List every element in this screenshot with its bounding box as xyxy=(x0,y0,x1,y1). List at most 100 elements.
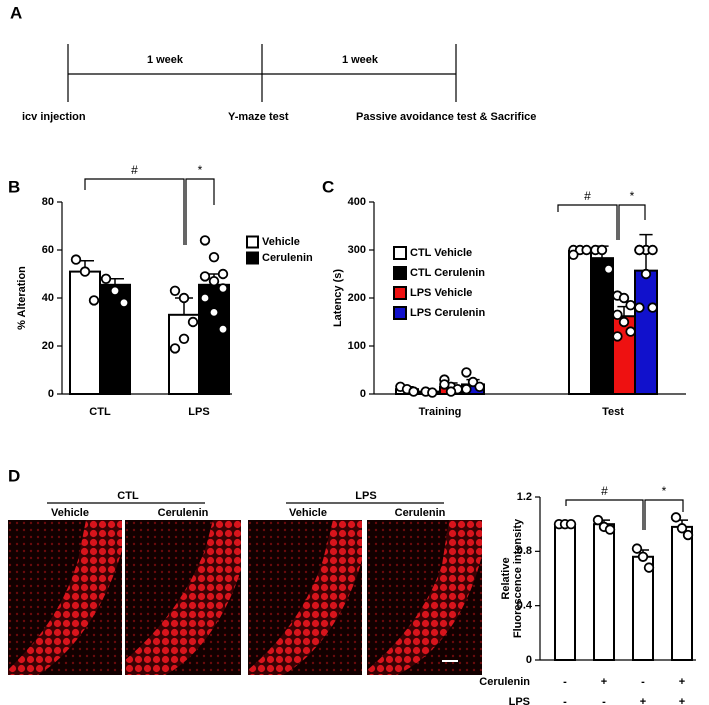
y-axis-label: Latency (s) xyxy=(332,269,344,327)
significance-bracket xyxy=(565,499,644,530)
significance-bracket xyxy=(618,204,646,240)
panel-label: A xyxy=(10,3,22,22)
image-column: Vehicle xyxy=(289,507,327,519)
legend-swatch xyxy=(246,235,259,249)
data-point xyxy=(208,252,220,263)
y-tick-label: 20 xyxy=(42,340,54,352)
data-point xyxy=(670,512,682,523)
legend-swatch xyxy=(393,246,407,260)
image-column: Vehicle xyxy=(51,507,89,519)
legend-label: LPS Cerulenin xyxy=(410,307,485,319)
legend-label: LPS Vehicle xyxy=(410,287,472,299)
significance-bracket xyxy=(557,204,618,240)
micrograph xyxy=(8,520,122,675)
y-tick-label: 400 xyxy=(348,196,366,208)
condition-label: Cerulenin xyxy=(479,676,530,688)
data-point xyxy=(631,543,643,554)
data-point xyxy=(109,285,121,297)
micrograph xyxy=(248,520,362,675)
legend-swatch xyxy=(393,306,407,320)
event-label: Y-maze test xyxy=(228,111,289,123)
event-label: icv injection xyxy=(22,111,86,123)
significance-mark: * xyxy=(662,484,667,498)
timeline: 1 week 1 week icv injection Y-maze test … xyxy=(22,44,536,123)
data-point xyxy=(169,285,181,297)
data-point xyxy=(187,316,199,328)
data-point xyxy=(676,523,688,534)
data-point xyxy=(408,386,419,397)
image-group: CTL xyxy=(117,490,139,502)
data-point xyxy=(634,244,645,256)
micrograph xyxy=(367,520,482,675)
significance-mark: # xyxy=(131,163,138,177)
condition-value: - xyxy=(641,676,645,688)
data-point xyxy=(612,309,623,321)
panel-label: D xyxy=(8,466,20,485)
y-tick-label: 80 xyxy=(42,196,54,208)
panel-label: C xyxy=(322,177,334,196)
data-point xyxy=(603,264,614,275)
image-group: LPS xyxy=(355,490,376,502)
data-point xyxy=(625,300,636,311)
data-point xyxy=(637,551,649,562)
bar xyxy=(671,525,693,662)
data-point xyxy=(461,384,472,395)
data-point xyxy=(88,295,100,306)
y-axis-label: Fluorescence intensity xyxy=(512,518,524,638)
bar xyxy=(590,257,614,395)
data-point xyxy=(647,244,658,256)
micrograph xyxy=(125,520,241,675)
condition-value: + xyxy=(679,676,685,688)
data-point xyxy=(79,266,91,277)
data-point xyxy=(217,324,229,335)
y-axis-label: % Alteration xyxy=(16,266,28,330)
legend-label: CTL Vehicle xyxy=(410,247,472,259)
data-point xyxy=(461,367,472,378)
significance-mark: # xyxy=(584,189,591,203)
image-column: Cerulenin xyxy=(158,507,209,519)
data-point xyxy=(604,524,616,535)
y-tick-label: 300 xyxy=(348,244,366,256)
legend-swatch xyxy=(393,266,407,280)
bar xyxy=(554,523,576,662)
data-point xyxy=(634,302,645,313)
bar xyxy=(634,269,658,396)
x-tick-label: LPS xyxy=(188,406,209,418)
significance-bracket xyxy=(84,178,185,245)
x-tick-label: CTL xyxy=(89,406,111,418)
data-point xyxy=(427,387,438,398)
condition-value: + xyxy=(640,696,646,705)
data-point xyxy=(70,254,82,265)
x-tick-label: Training xyxy=(419,406,462,418)
legend-label: Cerulenin xyxy=(262,252,313,264)
bar xyxy=(69,270,101,396)
data-point xyxy=(625,326,636,337)
data-point xyxy=(208,276,220,287)
y-tick-label: 1.2 xyxy=(517,491,532,503)
y-tick-label: 0 xyxy=(526,654,532,666)
data-point xyxy=(568,249,579,261)
condition-value: + xyxy=(679,696,685,705)
data-point xyxy=(169,343,181,354)
significance-mark: # xyxy=(601,484,608,498)
significance-mark: * xyxy=(630,189,635,203)
data-point xyxy=(199,235,211,246)
data-point xyxy=(217,283,229,294)
y-tick-label: 40 xyxy=(42,292,54,304)
panel-label: B xyxy=(8,177,20,196)
condition-value: - xyxy=(563,676,567,688)
condition-value: - xyxy=(602,696,606,705)
significance-bracket xyxy=(644,499,684,530)
y-tick-label: 0 xyxy=(360,388,366,400)
data-point xyxy=(612,331,623,342)
data-point xyxy=(618,292,630,304)
data-point xyxy=(618,316,630,328)
y-axis-label: Relative xyxy=(500,557,512,599)
data-point xyxy=(640,268,652,280)
y-tick-label: 0.8 xyxy=(517,545,532,557)
y-tick-label: 200 xyxy=(348,292,366,304)
data-point xyxy=(439,379,450,390)
bar xyxy=(593,523,615,662)
data-point xyxy=(474,381,485,393)
